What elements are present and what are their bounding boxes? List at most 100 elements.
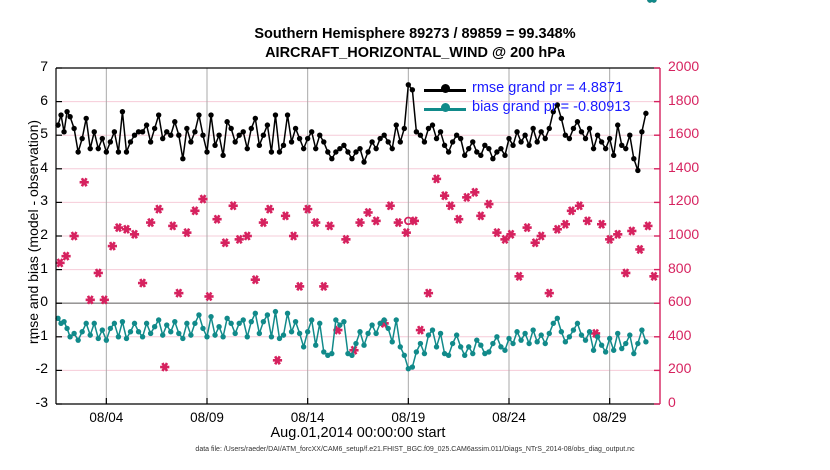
series-point-bias [284, 310, 291, 316]
obs-assimilated-marker [560, 219, 570, 229]
series-point-rmse [578, 129, 585, 135]
series-point-rmse [345, 149, 351, 155]
series-point-bias [361, 342, 367, 348]
series-point-rmse [333, 149, 339, 155]
series-point-bias [304, 329, 311, 335]
obs-assimilated-marker [190, 206, 200, 216]
x-ticklabel: 08/24 [492, 410, 526, 425]
obs-assimilated-marker [355, 217, 365, 228]
series-point-bias [164, 322, 170, 328]
series-point-rmse [413, 129, 420, 135]
series-point-bias [590, 347, 597, 353]
y-ticklabel-right: 800 [668, 259, 692, 276]
series-point-rmse [389, 145, 395, 152]
legend-label: bias grand pr = -0.80913 [472, 99, 631, 115]
obs-assimilated-marker [385, 201, 395, 211]
series-point-bias [196, 312, 202, 318]
series-point-rmse [71, 125, 77, 132]
series-point-rmse [453, 132, 460, 138]
legend-circle-marker [441, 103, 450, 112]
obs-assimilated-marker [280, 211, 291, 221]
series-point-rmse [349, 156, 355, 162]
series-point-bias [107, 325, 114, 332]
obs-assimilated-marker [107, 241, 117, 251]
series-point-rmse [176, 132, 182, 138]
series-point-rmse [502, 152, 508, 159]
series-point-bias [252, 310, 259, 316]
obs-assimilated-marker [462, 192, 472, 202]
series-point-rmse [401, 125, 408, 132]
series-point-rmse [107, 139, 114, 145]
series-point-bias [602, 349, 609, 355]
obs-assimilated-marker [582, 216, 593, 226]
series-point-bias [212, 332, 218, 338]
y-ticklabel-right: 1600 [668, 125, 700, 142]
series-point-rmse [449, 139, 456, 145]
obs-assimilated-marker [55, 258, 65, 268]
series-point-rmse [510, 142, 516, 148]
series-point-rmse [212, 142, 218, 148]
series-point-bias [494, 334, 500, 340]
obs-assimilated-marker [61, 251, 71, 261]
series-point-bias [522, 330, 528, 337]
obs-assimilated-marker [174, 288, 184, 298]
series-point-rmse [623, 145, 629, 152]
series-point-bias [119, 318, 126, 325]
series-point-rmse [610, 152, 617, 159]
series-point-rmse [341, 142, 347, 148]
obs-assimilated-marker [649, 271, 659, 281]
series-point-rmse [337, 145, 343, 152]
obs-assimilated-marker [264, 204, 275, 214]
series-point-rmse [131, 132, 138, 138]
series-point-bias [192, 320, 198, 327]
series-point-bias [232, 330, 238, 337]
y-ticklabel-right: 0 [668, 394, 676, 410]
obs-assimilated-marker [319, 281, 329, 292]
series-point-bias [135, 329, 142, 335]
series-point-bias [534, 339, 540, 345]
series-point-bias [639, 327, 645, 333]
series-point-bias [421, 350, 428, 357]
series-point-bias [139, 334, 146, 340]
series-point-rmse [308, 129, 315, 135]
series-point-bias [397, 344, 403, 350]
series-point-rmse [445, 149, 452, 155]
series-point-rmse [272, 112, 279, 118]
series-point-rmse [486, 145, 492, 152]
series-point-bias [79, 329, 85, 335]
series-point-bias [208, 313, 214, 320]
series-point-rmse [288, 139, 295, 145]
series-point-rmse [635, 167, 641, 174]
obs-assimilated-marker [303, 204, 313, 214]
series-point-rmse [119, 108, 126, 115]
series-point-rmse [631, 156, 637, 162]
series-point-rmse [164, 129, 170, 135]
series-point-rmse [550, 108, 556, 115]
series-point-rmse [55, 122, 61, 128]
series-point-rmse [562, 132, 569, 138]
series-point-bias [123, 335, 130, 342]
series-point-bias [381, 317, 387, 323]
obs-assimilated-marker [454, 214, 464, 224]
series-point-rmse [321, 139, 327, 145]
series-point-rmse [373, 145, 379, 152]
series-point-rmse [546, 125, 552, 132]
series-point-bias [176, 330, 182, 337]
series-point-rmse [264, 122, 271, 128]
series-point-bias [61, 318, 67, 325]
series-point-bias [538, 332, 544, 338]
series-point-rmse [361, 159, 367, 165]
series-point-bias [83, 320, 89, 327]
series-point-rmse [99, 135, 106, 142]
series-point-bias [393, 317, 399, 323]
obs-assimilated-marker [129, 229, 140, 239]
series-point-rmse [325, 149, 331, 155]
series-point-rmse [582, 135, 589, 142]
series-point-rmse [204, 149, 210, 155]
series-point-rmse [429, 122, 436, 128]
series-point-rmse [252, 115, 259, 122]
obs-assimilated-marker [643, 221, 653, 231]
x-ticklabel: 08/14 [290, 410, 325, 425]
series-point-bias [224, 315, 230, 322]
